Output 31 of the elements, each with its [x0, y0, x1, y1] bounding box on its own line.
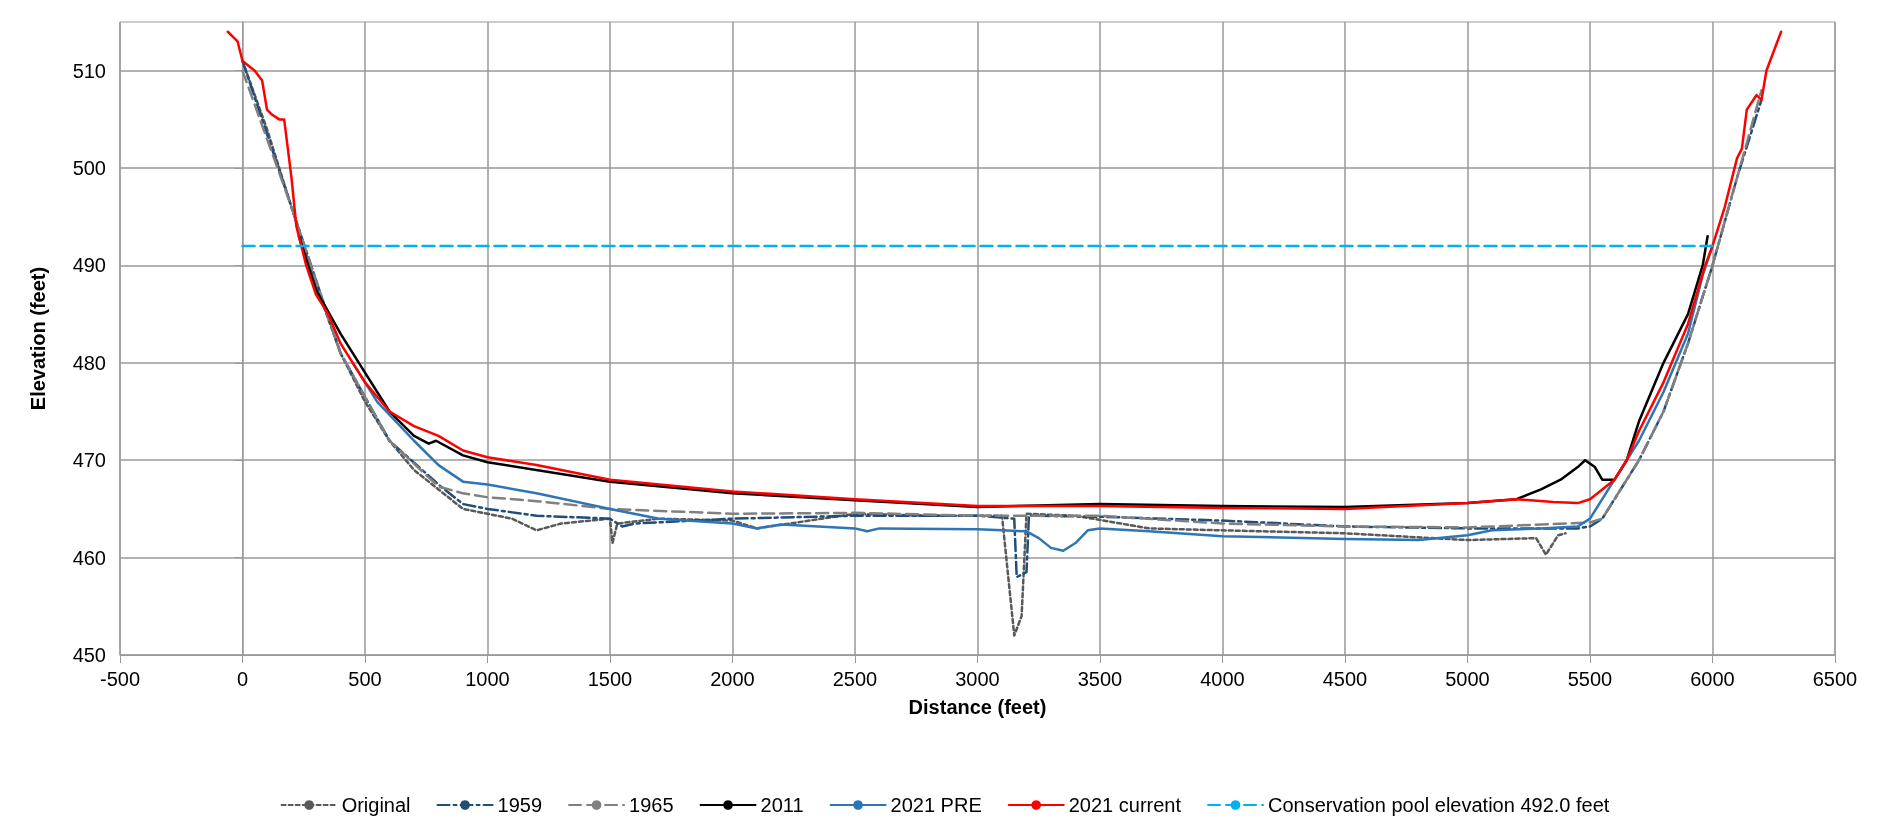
x-tick-label: 500 [348, 668, 382, 690]
x-tick-label: 3000 [955, 668, 1000, 690]
x-tick-label: 0 [236, 668, 249, 690]
x-tick-label: 2500 [832, 668, 878, 690]
x-tick-label: -500 [99, 668, 141, 690]
y-tick-label: 510 [72, 59, 106, 82]
y-tick-label: 490 [72, 254, 106, 277]
x-tick-label: 2000 [710, 668, 755, 690]
legend-label: Original [341, 794, 411, 816]
y-tick-label: 450 [72, 644, 106, 666]
legend-label: Conservation pool elevation 492.0 feet [1268, 794, 1610, 816]
y-tick-label: 470 [72, 449, 106, 472]
y-axis-title: Elevation (feet) [27, 266, 49, 411]
legend-label: 2011 [760, 794, 804, 816]
x-axis-title: Distance (feet) [908, 696, 1047, 718]
legend-label: 1965 [629, 794, 674, 816]
x-tick-label: 5000 [1445, 668, 1490, 690]
x-tick-label: 4500 [1322, 668, 1368, 690]
legend-label: 2021 PRE [890, 794, 982, 816]
y-tick-label: 460 [72, 546, 106, 569]
x-tick-label: 3500 [1077, 668, 1123, 690]
legend-label: 1959 [497, 794, 543, 816]
y-tick-label: 500 [72, 157, 106, 180]
x-tick-label: 1500 [587, 668, 633, 690]
x-tick-label: 6000 [1690, 668, 1735, 690]
y-tick-label: 480 [72, 351, 106, 374]
x-tick-label: 1000 [465, 668, 510, 690]
x-tick-label: 4000 [1200, 668, 1245, 690]
x-tick-label: 6500 [1812, 668, 1858, 690]
x-tick-label: 5500 [1567, 668, 1613, 690]
legend-label: 2021 current [1068, 794, 1182, 816]
